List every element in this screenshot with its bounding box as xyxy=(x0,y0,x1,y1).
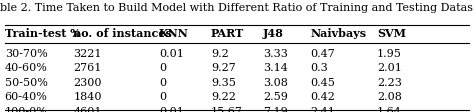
Text: ble 2. Time Taken to Build Model with Different Ratio of Training and Testing Da: ble 2. Time Taken to Build Model with Di… xyxy=(0,3,474,13)
Text: 9.2: 9.2 xyxy=(211,49,228,59)
Text: 4601: 4601 xyxy=(73,107,102,112)
Text: 40-60%: 40-60% xyxy=(5,63,47,73)
Text: 9.22: 9.22 xyxy=(211,92,236,102)
Text: 9.35: 9.35 xyxy=(211,78,236,88)
Text: 30-70%: 30-70% xyxy=(5,49,47,59)
Text: 2.41: 2.41 xyxy=(310,107,335,112)
Text: 2.59: 2.59 xyxy=(263,92,288,102)
Text: 2761: 2761 xyxy=(73,63,102,73)
Text: SVM: SVM xyxy=(377,28,406,39)
Text: 3.33: 3.33 xyxy=(263,49,288,59)
Text: 0.42: 0.42 xyxy=(310,92,335,102)
Text: J48: J48 xyxy=(263,28,284,39)
Text: Naivbays: Naivbays xyxy=(310,28,366,39)
Text: 100-0%: 100-0% xyxy=(5,107,47,112)
Text: PART: PART xyxy=(211,28,244,39)
Text: 2300: 2300 xyxy=(73,78,102,88)
Text: 15.67: 15.67 xyxy=(211,107,243,112)
Text: 3221: 3221 xyxy=(73,49,102,59)
Text: 3.14: 3.14 xyxy=(263,63,288,73)
Text: 2.23: 2.23 xyxy=(377,78,401,88)
Text: KNN: KNN xyxy=(159,28,189,39)
Text: 50-50%: 50-50% xyxy=(5,78,47,88)
Text: 0: 0 xyxy=(159,63,166,73)
Text: 0: 0 xyxy=(159,78,166,88)
Text: 9.27: 9.27 xyxy=(211,63,236,73)
Text: 1840: 1840 xyxy=(73,92,102,102)
Text: 0.01: 0.01 xyxy=(159,49,183,59)
Text: 1.95: 1.95 xyxy=(377,49,401,59)
Text: 3.08: 3.08 xyxy=(263,78,288,88)
Text: Train-test %: Train-test % xyxy=(5,28,81,39)
Text: 0.01: 0.01 xyxy=(159,107,183,112)
Text: 60-40%: 60-40% xyxy=(5,92,47,102)
Text: 0: 0 xyxy=(159,92,166,102)
Text: 0.45: 0.45 xyxy=(310,78,335,88)
Text: 1.64: 1.64 xyxy=(377,107,401,112)
Text: no. of instances: no. of instances xyxy=(73,28,173,39)
Text: 0.47: 0.47 xyxy=(310,49,335,59)
Text: 2.08: 2.08 xyxy=(377,92,401,102)
Text: 0.3: 0.3 xyxy=(310,63,328,73)
Text: 7.19: 7.19 xyxy=(263,107,288,112)
Text: 2.01: 2.01 xyxy=(377,63,401,73)
